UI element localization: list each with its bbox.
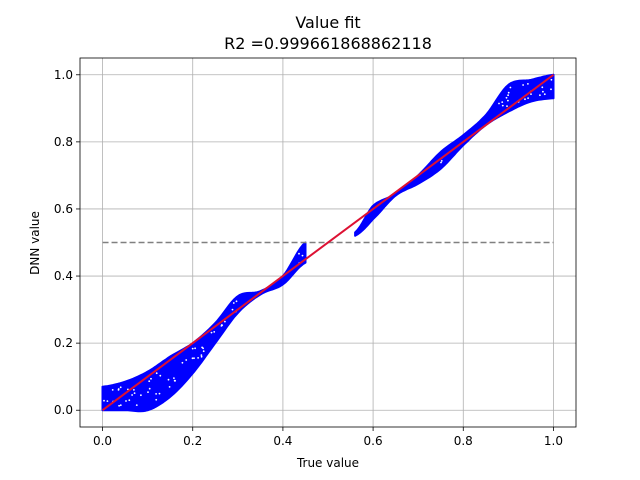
scatter-gap-point — [111, 389, 114, 391]
scatter-gap-point — [539, 94, 541, 97]
x-tick-label: 0.0 — [93, 434, 112, 448]
scatter-gap-point — [150, 377, 152, 380]
chart-subtitle: R2 =0.999661868862118 — [224, 34, 432, 53]
y-tick-label: 0.2 — [54, 336, 73, 350]
scatter-gap-point — [159, 374, 162, 377]
scatter-gap-point — [131, 394, 134, 396]
scatter-gap-point — [197, 357, 200, 359]
scatter-gap-point — [224, 320, 226, 323]
scatter-gap-point — [148, 380, 151, 383]
scatter-gap-point — [235, 300, 238, 303]
scatter-gap-point — [173, 379, 176, 382]
scatter-gap-point — [509, 86, 512, 89]
scatter-gap-point — [213, 331, 216, 333]
scatter-gap-point — [133, 389, 135, 391]
scatter-gap-point — [220, 324, 223, 326]
scatter-gap-point — [155, 398, 158, 401]
scatter-gap-point — [530, 93, 532, 95]
scatter-gap-point — [106, 400, 109, 402]
scatter-gap-point — [103, 399, 105, 402]
scatter-gap-point — [173, 377, 175, 379]
ideal-fit-line — [101, 73, 555, 412]
scatter-gap-point — [231, 308, 234, 311]
scatter-gap-point — [298, 252, 300, 255]
scatter-gap-point — [498, 102, 500, 105]
scatter-gap-point — [135, 404, 138, 406]
plot-frame — [79, 57, 577, 428]
scatter-gap-point — [232, 302, 235, 304]
scatter-gap-point — [158, 392, 161, 395]
axes: 0.0 0.2 0.4 0.6 0.8 1.0 0.0 0.2 0.4 0.6 0.8 1.0 — [54, 57, 577, 448]
scatter-gap-point — [202, 347, 205, 350]
scatter-gap-point — [133, 392, 136, 394]
scatter-gap-point — [119, 386, 122, 389]
y-tick-label: 0.6 — [54, 202, 73, 216]
scatter-gap-point — [501, 104, 504, 107]
x-axis-label: True value — [296, 456, 359, 470]
scatter-gap-point — [155, 393, 158, 395]
chart-title: Value fit — [295, 13, 360, 32]
scatter-gap-point — [200, 355, 203, 358]
y-tick-label: 1.0 — [54, 68, 73, 82]
scatter-gap-point — [507, 91, 510, 94]
scatter-gap-point — [550, 88, 552, 91]
scatter-gap-point — [202, 350, 205, 353]
scatter-gap-point — [140, 394, 142, 397]
plot-data — [101, 73, 555, 413]
scatter-gap-point — [210, 331, 213, 334]
scatter-gap-point — [193, 357, 195, 360]
scatter-gap-point — [148, 387, 151, 390]
scatter-gap-point — [155, 372, 158, 375]
scatter-gap-point — [168, 386, 171, 388]
scatter-gap-point — [167, 378, 170, 381]
scatter-gap-point — [191, 357, 194, 360]
scatter-gap-point — [527, 83, 529, 85]
scatter-gap-point — [550, 78, 553, 81]
scatter-gap-point — [117, 388, 120, 390]
scatter-gap-point — [505, 96, 508, 99]
y-axis-label: DNN value — [28, 211, 42, 275]
scatter-gap-point — [524, 98, 526, 101]
scatter-gap-point — [527, 97, 529, 99]
scatter-gap-point — [119, 404, 122, 407]
scatter-gap-point — [185, 359, 188, 361]
scatter-gap-point — [194, 347, 197, 350]
y-tick-label: 0.8 — [54, 135, 73, 149]
scatter-gap-point — [147, 391, 149, 393]
x-tick-label: 0.6 — [364, 434, 383, 448]
scatter-gap-point — [501, 101, 504, 103]
scatter-gap-point — [522, 84, 524, 86]
scatter-gap-point — [191, 347, 194, 350]
scatter-band-1 — [354, 73, 555, 237]
scatter-gap-point — [301, 254, 304, 257]
scatter-gap-point — [118, 404, 120, 407]
scatter-gap-point — [128, 399, 131, 402]
scatter-band-0 — [101, 241, 307, 413]
scatter-gap-point — [181, 361, 184, 364]
scatter-gap-point — [440, 160, 443, 162]
x-tick-label: 1.0 — [544, 434, 563, 448]
x-tick-label: 0.8 — [454, 434, 473, 448]
scatter-gap-point — [125, 400, 127, 402]
x-tick-label: 0.4 — [273, 434, 292, 448]
scatter-gap-point — [440, 161, 442, 164]
scatter-gap-point — [507, 99, 509, 102]
y-tick-label: 0.4 — [54, 269, 73, 283]
scatter-gap-point — [542, 90, 544, 93]
scatter-gap-point — [200, 354, 203, 356]
y-tick-label: 0.0 — [54, 403, 73, 417]
scatter-gap-point — [507, 94, 509, 97]
scatter-gap-point — [543, 93, 546, 96]
scatter-gap-point — [506, 105, 508, 107]
scatter-gap-point — [541, 86, 544, 89]
x-tick-label: 0.2 — [183, 434, 202, 448]
